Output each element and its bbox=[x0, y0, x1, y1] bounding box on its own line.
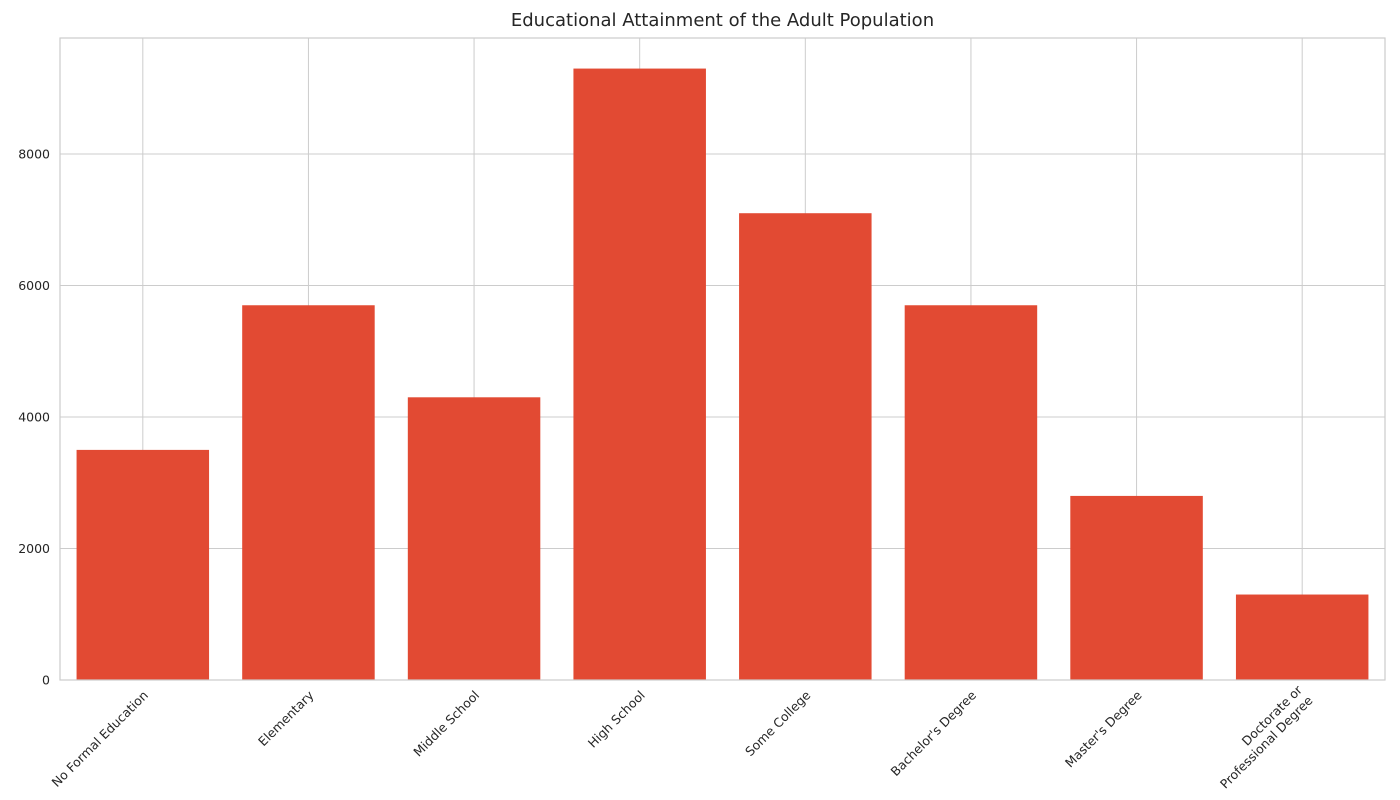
x-tick-label: No Formal Education bbox=[49, 688, 151, 790]
axes bbox=[59, 37, 1386, 681]
bar bbox=[76, 449, 210, 680]
bar bbox=[1235, 594, 1369, 680]
y-tick-label: 0 bbox=[42, 673, 50, 688]
bar bbox=[904, 305, 1038, 680]
y-tick-label: 6000 bbox=[18, 278, 50, 293]
bar bbox=[739, 213, 872, 680]
x-tick-label: Middle School bbox=[410, 688, 482, 760]
chart-title: Educational Attainment of the Adult Popu… bbox=[510, 10, 935, 31]
y-tick-label: 2000 bbox=[18, 541, 50, 556]
plot-frame bbox=[59, 37, 1386, 681]
bar bbox=[1070, 495, 1203, 680]
bar bbox=[573, 68, 706, 681]
x-tick-label: Doctorate orProfessional Degree bbox=[1206, 682, 1316, 792]
bar bbox=[407, 397, 541, 680]
bars bbox=[76, 68, 1369, 681]
x-tick-label: Elementary bbox=[255, 687, 317, 749]
x-tick-labels: No Formal Education Elementary Middle Scho… bbox=[49, 682, 1316, 792]
bar bbox=[242, 305, 375, 680]
y-tick-label: 8000 bbox=[18, 147, 50, 162]
x-tick-label: Master's Degree bbox=[1062, 687, 1145, 770]
y-tick-label: 4000 bbox=[18, 410, 50, 425]
x-tick-label: Bachelor's Degree bbox=[888, 687, 980, 779]
x-tick-label: Some College bbox=[742, 687, 814, 759]
y-tick-labels: 0 2000 4000 6000 8000 bbox=[18, 147, 50, 688]
x-tick-label: High School bbox=[585, 688, 648, 751]
